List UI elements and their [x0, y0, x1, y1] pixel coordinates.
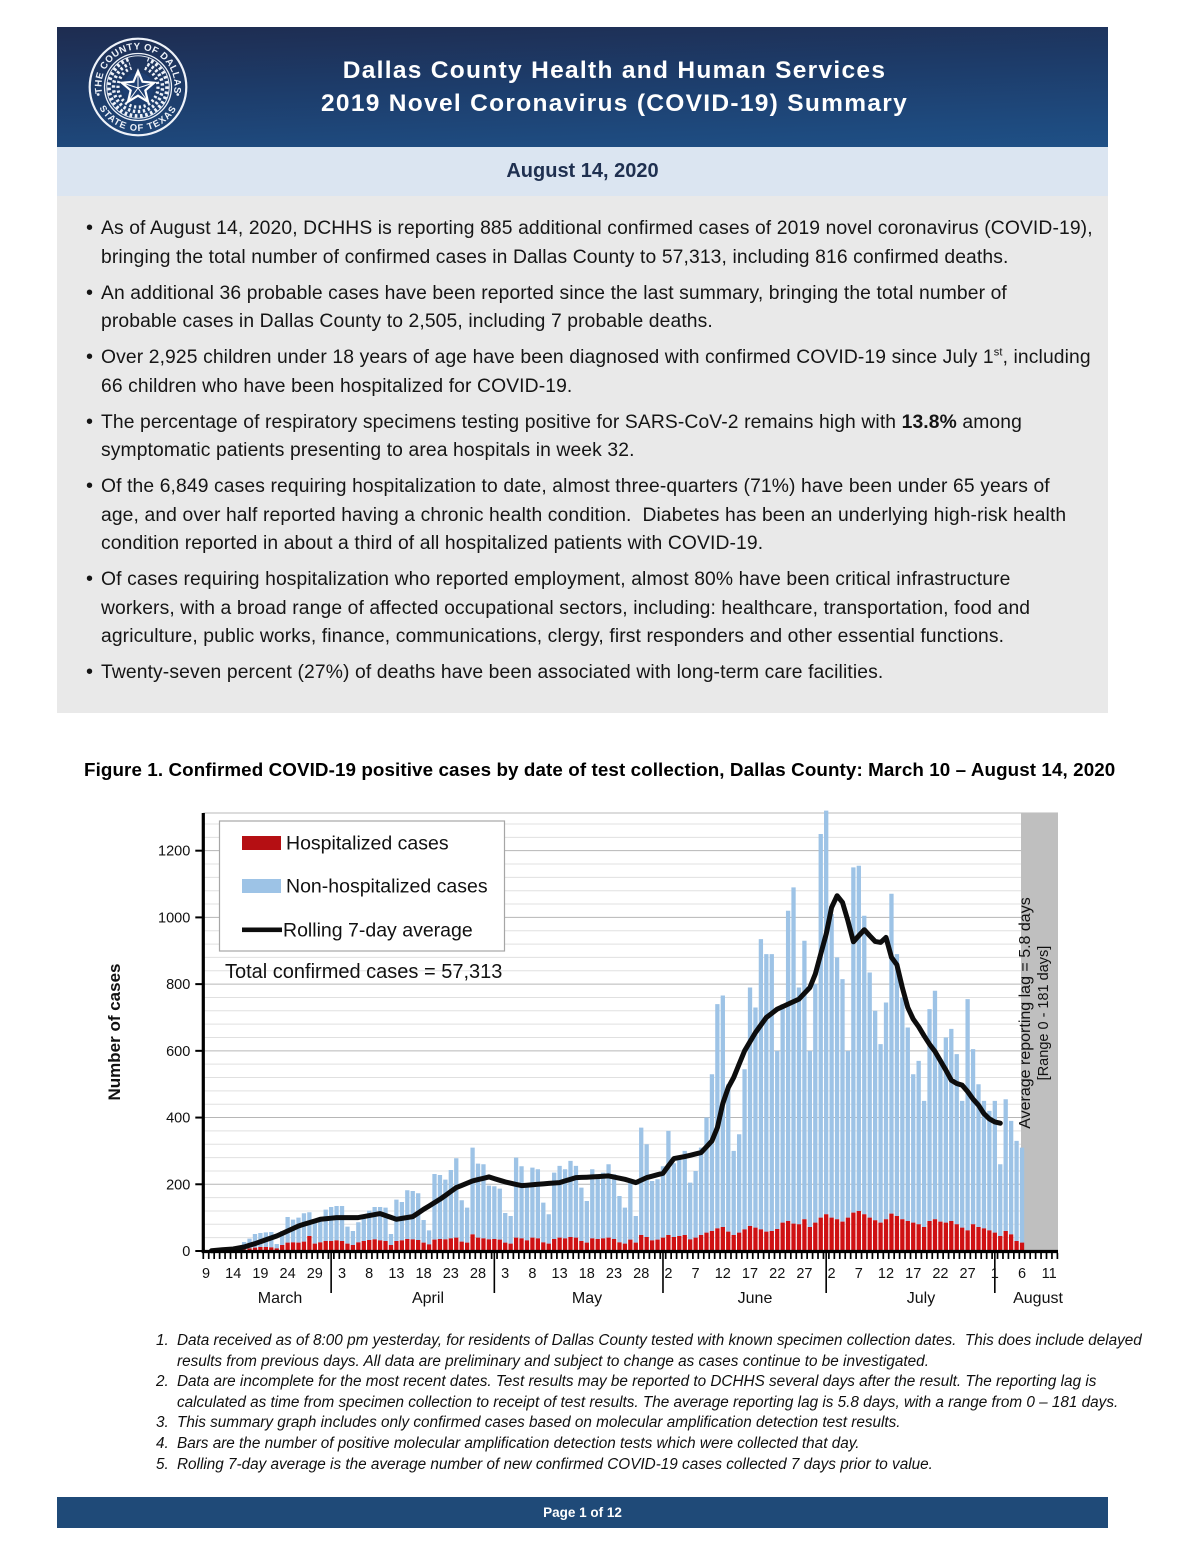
svg-text:22: 22: [769, 1266, 785, 1282]
svg-text:August: August: [1013, 1290, 1063, 1307]
svg-text:April: April: [412, 1290, 444, 1307]
svg-text:Total confirmed cases = 57,313: Total confirmed cases = 57,313: [225, 961, 502, 983]
svg-text:800: 800: [166, 977, 190, 993]
svg-text:17: 17: [742, 1266, 758, 1282]
svg-text:7: 7: [692, 1266, 700, 1282]
svg-text:6: 6: [1018, 1266, 1026, 1282]
svg-text:3: 3: [501, 1266, 509, 1282]
svg-text:Rolling 7-day average: Rolling 7-day average: [283, 920, 473, 942]
svg-text:Average reporting lag = 5.8 da: Average reporting lag = 5.8 days: [1017, 897, 1034, 1128]
svg-text:23: 23: [606, 1266, 622, 1282]
svg-text:3: 3: [338, 1266, 346, 1282]
svg-text:28: 28: [633, 1266, 649, 1282]
svg-text:1000: 1000: [158, 910, 190, 926]
svg-text:March: March: [258, 1290, 302, 1307]
svg-text:11: 11: [1042, 1266, 1057, 1282]
svg-text:July: July: [907, 1290, 935, 1307]
svg-text:18: 18: [416, 1266, 432, 1282]
svg-text:600: 600: [166, 1044, 190, 1060]
svg-text:13: 13: [552, 1266, 568, 1282]
svg-text:27: 27: [796, 1266, 812, 1282]
svg-text:17: 17: [905, 1266, 921, 1282]
svg-text:1200: 1200: [158, 844, 190, 860]
svg-text:June: June: [738, 1290, 773, 1307]
svg-text:Number of cases: Number of cases: [105, 964, 124, 1101]
svg-text:400: 400: [166, 1111, 190, 1127]
svg-text:13: 13: [388, 1266, 404, 1282]
svg-text:12: 12: [878, 1266, 894, 1282]
svg-text:2: 2: [828, 1266, 836, 1282]
svg-text:12: 12: [715, 1266, 731, 1282]
svg-text:0: 0: [182, 1244, 190, 1260]
svg-text:22: 22: [932, 1266, 948, 1282]
svg-text:9: 9: [202, 1266, 210, 1282]
svg-text:2: 2: [664, 1266, 672, 1282]
svg-text:14: 14: [225, 1266, 241, 1282]
svg-text:29: 29: [307, 1266, 323, 1282]
svg-text:24: 24: [280, 1266, 296, 1282]
svg-text:200: 200: [166, 1177, 190, 1193]
svg-text:28: 28: [470, 1266, 486, 1282]
svg-text:27: 27: [960, 1266, 976, 1282]
svg-text:8: 8: [365, 1266, 373, 1282]
svg-text:Non-hospitalized cases: Non-hospitalized cases: [286, 876, 488, 898]
svg-text:19: 19: [252, 1266, 268, 1282]
svg-text:[Range 0 - 181 days]: [Range 0 - 181 days]: [1036, 946, 1052, 1081]
svg-text:23: 23: [443, 1266, 459, 1282]
svg-text:Hospitalized cases: Hospitalized cases: [286, 833, 449, 855]
svg-text:7: 7: [855, 1266, 863, 1282]
svg-text:May: May: [572, 1290, 602, 1307]
svg-text:18: 18: [579, 1266, 595, 1282]
svg-text:1: 1: [991, 1266, 999, 1282]
svg-text:8: 8: [528, 1266, 536, 1282]
